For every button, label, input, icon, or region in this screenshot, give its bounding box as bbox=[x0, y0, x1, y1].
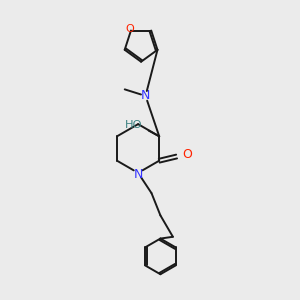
Text: O: O bbox=[125, 24, 134, 34]
Text: O: O bbox=[182, 148, 192, 161]
Text: N: N bbox=[141, 89, 150, 102]
Text: N: N bbox=[134, 168, 143, 181]
Text: HO: HO bbox=[125, 120, 143, 130]
